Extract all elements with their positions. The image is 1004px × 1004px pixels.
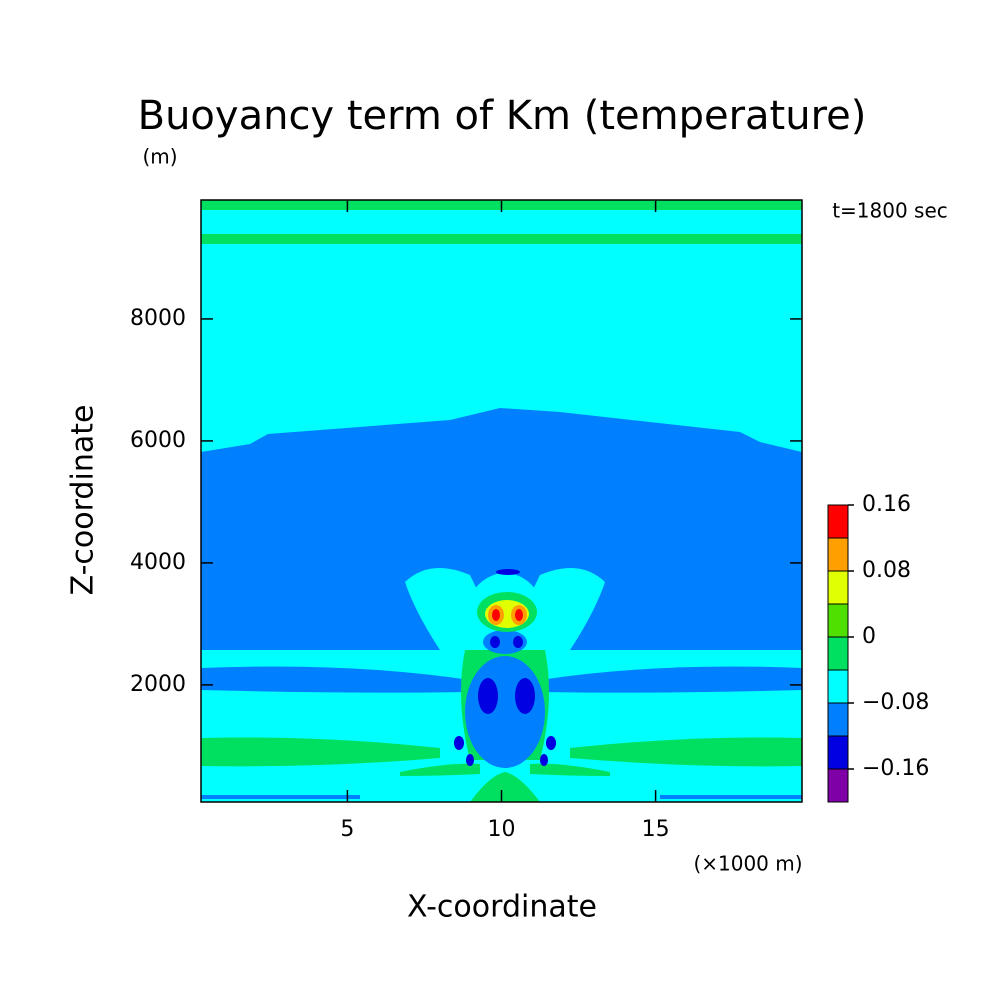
contour-field (201, 200, 802, 802)
contour-region (540, 666, 802, 693)
contour-region (530, 763, 610, 776)
colorbar-swatch (827, 768, 849, 803)
contour-region (483, 630, 527, 654)
colorbar-swatch (827, 570, 849, 605)
colorbar-swatch (827, 603, 849, 638)
colorbar-tick-label: −0.08 (862, 690, 929, 715)
contour-region (513, 636, 523, 648)
contour-region (405, 567, 482, 650)
chart-title: Buoyancy term of Km (temperature) (138, 93, 867, 139)
y-tick-label: 6000 (130, 428, 186, 453)
contour-region (201, 666, 470, 693)
x-axis-label: X-coordinate (407, 890, 597, 925)
time-label: t=1800 sec (832, 199, 948, 223)
contour-region (470, 772, 540, 802)
contour-region (466, 754, 474, 766)
contour-region (515, 609, 523, 621)
colorbar-swatch (827, 636, 849, 671)
contour-region (400, 763, 480, 776)
y-tick-label: 4000 (130, 550, 186, 575)
x-tick-label: 5 (340, 817, 354, 842)
x-tick-label: 10 (488, 817, 516, 842)
y-axis-label: Z-coordinate (66, 405, 101, 596)
colorbar-tick-label: 0.08 (862, 558, 911, 583)
contour-region (454, 736, 464, 750)
contour-region (478, 678, 498, 714)
contour-region (570, 737, 802, 767)
contour-region (492, 609, 500, 621)
contour-region (528, 567, 605, 650)
contour-region (201, 737, 440, 767)
colorbar-swatch (827, 504, 849, 539)
colorbar-tick-label: 0.16 (862, 492, 911, 517)
contour-region (201, 408, 802, 650)
x-unit: (×1000 m) (693, 852, 802, 876)
colorbar-swatch (827, 702, 849, 737)
colorbar: −0.16 −0.08 0 0.08 0.16 (827, 492, 929, 803)
contour-region (201, 234, 802, 244)
colorbar-swatch (827, 735, 849, 770)
contour-region (660, 795, 802, 799)
contour-region (540, 754, 548, 766)
colorbar-tick-label: 0 (862, 624, 876, 649)
contour-region (515, 678, 535, 714)
y-tick-label: 2000 (130, 672, 186, 697)
contour-region (496, 569, 520, 575)
y-unit: (m) (142, 145, 177, 169)
x-tick-label: 15 (642, 817, 670, 842)
colorbar-tick-label: −0.16 (862, 756, 929, 781)
colorbar-swatch (827, 669, 849, 704)
contour-region (465, 656, 545, 768)
contour-region (201, 795, 360, 799)
contour-region (490, 636, 500, 648)
contour-region (546, 736, 556, 750)
colorbar-swatch (827, 537, 849, 572)
y-tick-label: 8000 (130, 306, 186, 331)
